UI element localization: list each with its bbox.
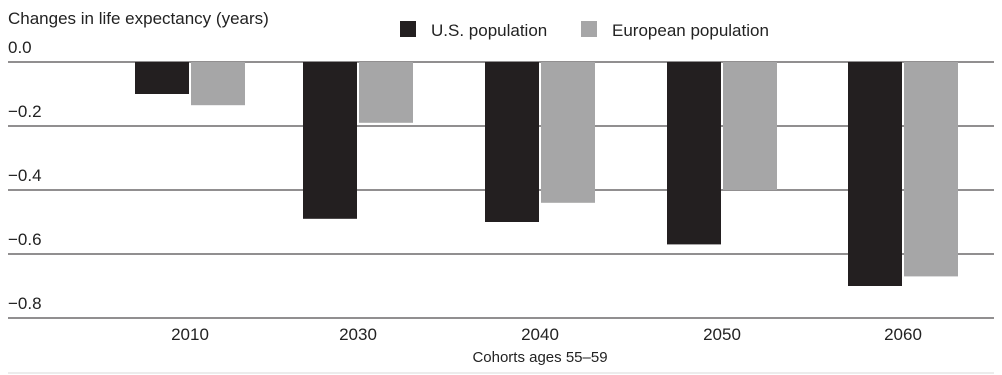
x-tick-label: 2030 xyxy=(339,325,377,344)
y-tick-label: 0.0 xyxy=(8,38,32,57)
bar-europe-2050 xyxy=(723,62,777,190)
x-tick-label: 2010 xyxy=(171,325,209,344)
x-tick-label: 2050 xyxy=(703,325,741,344)
bars xyxy=(135,62,958,286)
bar-europe-2040 xyxy=(541,62,595,203)
bar-europe-2010 xyxy=(191,62,245,106)
legend-label-europe: European population xyxy=(612,21,769,40)
legend-swatch-us xyxy=(400,21,416,37)
x-tick-label: 2060 xyxy=(884,325,922,344)
bar-us-2050 xyxy=(667,62,721,245)
legend-label-us: U.S. population xyxy=(431,21,547,40)
y-axis-label: Changes in life expectancy (years) xyxy=(8,9,269,28)
bar-us-2030 xyxy=(303,62,357,219)
x-axis-label: Cohorts ages 55–59 xyxy=(472,349,607,366)
y-tick-label: −0.6 xyxy=(8,230,42,249)
bar-us-2010 xyxy=(135,62,189,94)
y-tick-label: −0.8 xyxy=(8,294,42,313)
bar-europe-2060 xyxy=(904,62,958,277)
y-tick-label: −0.4 xyxy=(8,166,42,185)
bar-us-2060 xyxy=(848,62,902,286)
bar-europe-2030 xyxy=(359,62,413,123)
legend-swatch-europe xyxy=(581,21,597,37)
axis: 0.0 −0.2 −0.4 −0.6 −0.8 2010 2030 2040 2050 2060 xyxy=(8,38,922,344)
bar-us-2040 xyxy=(485,62,539,222)
y-tick-label: −0.2 xyxy=(8,102,42,121)
legend: U.S. population European population xyxy=(400,21,769,40)
x-tick-label: 2040 xyxy=(521,325,559,344)
